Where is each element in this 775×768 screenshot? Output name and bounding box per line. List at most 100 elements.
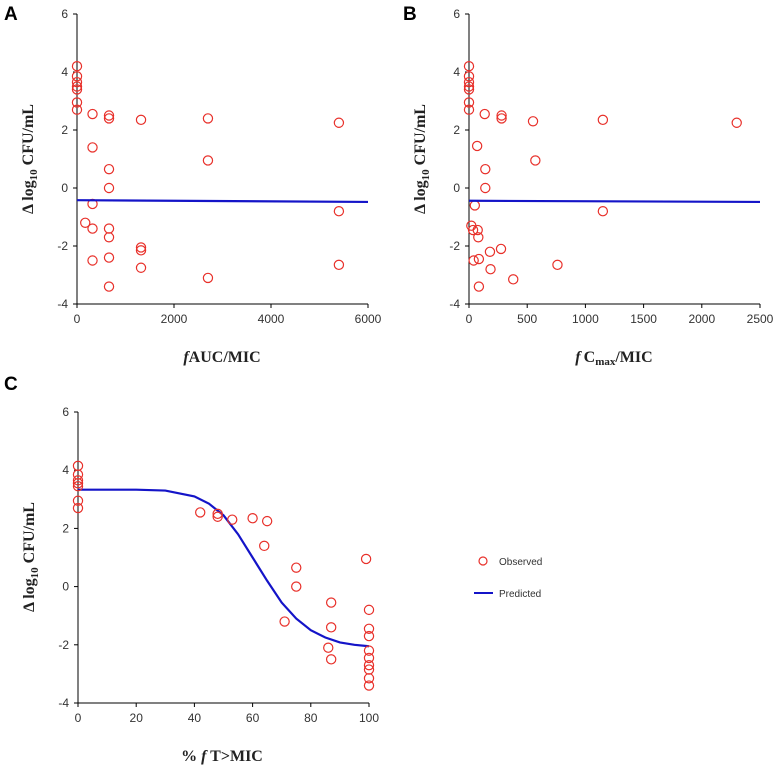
panel-c-observed-point bbox=[363, 659, 375, 671]
panel-a-observed-point bbox=[202, 113, 214, 124]
panel-b-xtick-label: 0 bbox=[466, 312, 473, 326]
panel-a-observed-point bbox=[80, 217, 91, 228]
panel-b-x-title-tail: /MIC bbox=[614, 349, 652, 366]
panel-a-observed-point bbox=[71, 76, 83, 88]
panel-c-observed-point bbox=[227, 514, 238, 525]
legend-observed-label: Observed bbox=[499, 557, 542, 568]
panel-b-observed-point bbox=[463, 84, 475, 95]
panel-a-observed-point bbox=[333, 117, 345, 128]
panel-c-observed-point bbox=[325, 622, 337, 633]
panel-b-observed-point bbox=[496, 113, 507, 124]
panel-b-observed-point bbox=[485, 264, 496, 275]
panel-b-observed-point bbox=[480, 163, 491, 175]
panel-b-observed-point bbox=[473, 253, 485, 265]
panel-a-observed-point bbox=[71, 71, 83, 82]
panel-b-ytick-label: 6 bbox=[453, 7, 460, 21]
panel-b-observed-points bbox=[463, 60, 742, 292]
panel-c-xtick-label: 20 bbox=[130, 711, 144, 725]
panel-b-observed-point bbox=[597, 114, 609, 126]
panel-b-observed-point bbox=[484, 246, 496, 257]
panel-a-observed-point bbox=[202, 272, 214, 284]
panel-b-x-title-sub: max bbox=[595, 356, 616, 368]
panel-b-ticks: -4 -2 0 2 4 6 0 500 1000 1500 2000 2500 bbox=[449, 7, 773, 326]
panel-a-observed-point bbox=[71, 60, 83, 72]
panel-a-observed-point bbox=[87, 142, 98, 153]
panel-c-observed-point bbox=[325, 654, 337, 665]
panel-c-predicted-curve bbox=[78, 488, 370, 648]
panel-c-observed-point bbox=[363, 652, 375, 664]
panel-a: A -4 -2 0 2 4 6 0 2000 4000 6000 fAUC/MIC Δ log10… bbox=[4, 4, 382, 366]
panel-c-x-title-italic: f bbox=[201, 748, 208, 765]
panel-c-ytick-label: 6 bbox=[62, 405, 69, 419]
panel-b-observed-point bbox=[508, 274, 519, 285]
panel-b-xtick-label: 500 bbox=[517, 312, 537, 326]
panel-c-y-title-sub: 10 bbox=[29, 567, 41, 579]
panel-b-xtick-label: 1500 bbox=[630, 312, 657, 326]
panel-b-xtick-label: 2000 bbox=[688, 312, 715, 326]
panel-c-xtick-label: 80 bbox=[304, 711, 318, 725]
panel-c-observed-point bbox=[195, 507, 206, 518]
panel-b-observed-point bbox=[463, 76, 475, 88]
panel-b-observed-point bbox=[480, 182, 491, 194]
panel-c-observed-point bbox=[72, 478, 84, 489]
panel-b-observed-point bbox=[463, 104, 475, 115]
panel-b-ytick-label: -4 bbox=[449, 297, 460, 311]
panel-a-observed-point bbox=[71, 97, 83, 108]
panel-b-observed-point bbox=[597, 205, 609, 217]
panel-a-observed-point bbox=[135, 242, 147, 253]
panel-b-xtick-label: 2500 bbox=[747, 312, 774, 326]
panel-c-predicted-line bbox=[78, 488, 370, 648]
panel-a-observed-point bbox=[135, 114, 147, 126]
panel-a-predicted-curve bbox=[76, 199, 369, 204]
panel-b-x-title: f Cmax/MIC bbox=[575, 349, 652, 368]
panel-b-observed-point bbox=[527, 116, 539, 127]
panel-c-ytick-label: 0 bbox=[62, 580, 69, 594]
panel-b-observed-point bbox=[463, 60, 475, 72]
panel-b-observed-point bbox=[463, 71, 475, 82]
panel-c-observed-point bbox=[291, 562, 302, 573]
panel-c-ytick-label: -2 bbox=[58, 638, 69, 652]
panel-c-xtick-label: 40 bbox=[188, 711, 202, 725]
panel-a-y-title-main: Δ log bbox=[20, 180, 37, 214]
panel-b-xtick-label: 1000 bbox=[572, 312, 599, 326]
panel-a-ytick-label: -2 bbox=[57, 239, 68, 253]
panel-a-xtick-label: 2000 bbox=[161, 312, 188, 326]
panel-c-x-title-prefix: % bbox=[181, 748, 201, 765]
panel-c-observed-point bbox=[279, 616, 290, 627]
panel-a-predicted-line bbox=[76, 199, 369, 204]
panel-a-ticks: -4 -2 0 2 4 6 0 2000 4000 6000 bbox=[57, 7, 381, 326]
panel-c-y-title-main: Δ log bbox=[21, 578, 38, 612]
panel-c-x-title: % f T>MIC bbox=[181, 748, 263, 765]
panel-a-observed-point bbox=[71, 104, 83, 115]
panel-a-xtick-label: 6000 bbox=[355, 312, 382, 326]
panel-a-ytick-label: 0 bbox=[61, 181, 68, 195]
panel-c-observed-point bbox=[325, 597, 337, 608]
panel-a-y-title-sub: 10 bbox=[28, 169, 40, 181]
panel-b-observed-point bbox=[473, 281, 485, 292]
panel-c-observed-point bbox=[363, 623, 375, 634]
panel-c-x-title-main: T>MIC bbox=[206, 748, 262, 765]
panel-c-observed-point bbox=[291, 581, 302, 592]
panel-b-ytick-label: 2 bbox=[453, 123, 460, 137]
panel-a-observed-point bbox=[103, 281, 115, 292]
panel-b-observed-point bbox=[479, 108, 490, 120]
panel-c-ytick-label: 4 bbox=[62, 463, 69, 477]
panel-b-ytick-label: -2 bbox=[449, 239, 460, 253]
panel-a-y-title-tail: CFU/mL bbox=[20, 104, 37, 169]
panel-a-xtick-label: 0 bbox=[74, 312, 81, 326]
panel-c-observed-point bbox=[72, 495, 84, 506]
legend-predicted-label: Predicted bbox=[499, 589, 541, 600]
panel-a-observed-point bbox=[103, 223, 115, 234]
panel-c-observed-point bbox=[363, 680, 375, 691]
panel-a-x-title: fAUC/MIC bbox=[183, 349, 260, 366]
panel-c-xtick-label: 100 bbox=[359, 711, 379, 725]
panel-b-observed-point bbox=[530, 155, 541, 166]
panel-c-observed-point bbox=[72, 475, 84, 486]
panel-b-observed-point bbox=[496, 110, 507, 121]
panel-a-ytick-label: 6 bbox=[61, 7, 68, 21]
panel-b-y-title: Δ log10 CFU/mL bbox=[412, 104, 432, 214]
panel-b-observed-point bbox=[471, 140, 483, 152]
panel-b-predicted-line bbox=[468, 199, 761, 204]
panel-a-y-title: Δ log10 CFU/mL bbox=[20, 104, 40, 214]
